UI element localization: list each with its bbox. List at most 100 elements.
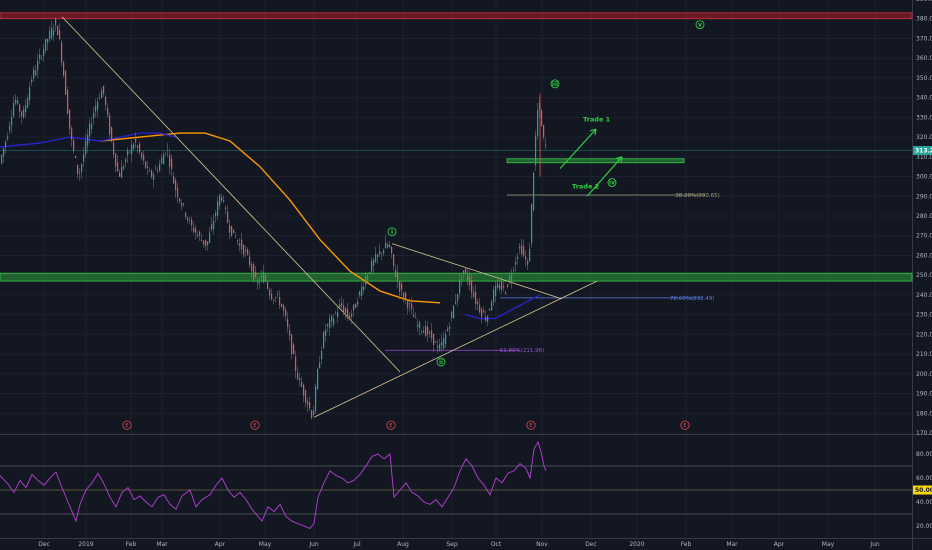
price-tick-14: 250.00: [916, 272, 932, 279]
trendline-2: [391, 243, 563, 300]
candle-body: [497, 283, 499, 288]
candle-body: [139, 143, 141, 153]
candle-body: [381, 252, 383, 254]
candle-body: [39, 54, 41, 59]
candle-body: [503, 286, 505, 288]
rsi-tick-1: 60.00: [916, 475, 932, 482]
event-label-3: E: [529, 423, 532, 429]
candle-body: [363, 286, 365, 291]
candle-body: [165, 153, 167, 154]
last-price-value: 313.21: [915, 147, 932, 154]
candle-body: [67, 89, 69, 114]
candle-body: [321, 350, 323, 360]
rsi-value-badge: [913, 485, 932, 495]
price-tick-7: 320.00: [916, 134, 932, 141]
candle-body: [33, 69, 35, 79]
candle-body: [127, 150, 129, 156]
candle-body: [291, 334, 293, 355]
moving-average-2: [464, 294, 541, 320]
candle-body: [343, 305, 345, 314]
candle-body: [9, 125, 11, 131]
time-tick-18: Jun: [869, 541, 880, 548]
moving-average-1: [0, 132, 176, 148]
candle-body: [239, 243, 241, 246]
candle-body: [495, 285, 497, 297]
zone-breakout: [506, 158, 685, 164]
price-tick-22: 170.00: [916, 430, 932, 437]
candle-body: [301, 381, 303, 387]
candle-body: [489, 308, 491, 310]
price-candles: [1, 17, 547, 420]
candle-body: [283, 305, 285, 311]
candle-body: [341, 302, 343, 307]
candle-body: [379, 250, 381, 255]
candle-body: [89, 123, 91, 137]
event-circle-0: [122, 420, 132, 430]
time-tick-3: Mar: [156, 541, 168, 548]
candle-body: [203, 240, 205, 245]
candle-body: [281, 303, 283, 307]
candle-body: [103, 85, 105, 94]
candle-body: [467, 275, 469, 281]
candle-body: [47, 39, 49, 43]
zone-resistance: [0, 12, 913, 20]
candle-body: [395, 270, 397, 277]
candle-body: [417, 324, 419, 327]
candle-body: [393, 254, 395, 266]
time-tick-9: Sep: [446, 541, 458, 548]
candle-body: [373, 259, 375, 266]
candle-body: [525, 256, 527, 260]
time-tick-10: Oct: [491, 541, 502, 548]
candle-body: [125, 159, 127, 162]
candle-body: [197, 234, 199, 236]
event-label-2: E: [389, 423, 392, 429]
candle-body: [77, 164, 79, 174]
candle-body: [401, 284, 403, 290]
candle-body: [429, 331, 431, 334]
candle-body: [421, 330, 423, 332]
candle-body: [423, 331, 425, 334]
candle-body: [285, 309, 287, 316]
candle-body: [119, 172, 121, 177]
candle-body: [529, 248, 531, 262]
rsi-tick-0: 80.00: [916, 451, 932, 458]
candle-body: [317, 369, 319, 390]
candle-body: [147, 166, 149, 168]
candle-body: [377, 254, 379, 257]
candle-body: [517, 256, 519, 259]
time-tick-12: Dec: [585, 541, 597, 548]
price-tick-18: 210.00: [916, 351, 932, 358]
candle-body: [199, 231, 201, 236]
candle-body: [223, 200, 225, 202]
candle-body: [31, 79, 33, 83]
candle-body: [419, 322, 421, 329]
trade-arrowhead-0: [590, 128, 597, 136]
candle-body: [87, 134, 89, 146]
candle-body: [111, 127, 113, 142]
candle-body: [195, 228, 197, 233]
candle-body: [289, 330, 291, 336]
candle-body: [453, 305, 455, 319]
candle-body: [303, 384, 305, 396]
candle-body: [19, 104, 21, 112]
price-tick-6: 330.00: [916, 114, 932, 121]
candle-body: [261, 275, 263, 278]
candle-body: [215, 212, 217, 217]
candle-body: [245, 249, 247, 252]
candle-body: [437, 345, 439, 348]
candle-body: [247, 249, 249, 255]
event-circle-1: [250, 420, 260, 430]
fib-label-2: 61.80%(211.96): [500, 348, 545, 354]
candle-body: [543, 125, 545, 138]
candle-body: [455, 301, 457, 304]
candle-body: [105, 97, 107, 105]
candle-body: [309, 402, 311, 409]
candle-body: [231, 226, 233, 236]
candle-body: [253, 264, 255, 281]
candle-body: [461, 278, 463, 280]
candle-body: [217, 201, 219, 216]
price-tick-0: 390.00: [916, 0, 932, 3]
candle-body: [499, 285, 501, 289]
